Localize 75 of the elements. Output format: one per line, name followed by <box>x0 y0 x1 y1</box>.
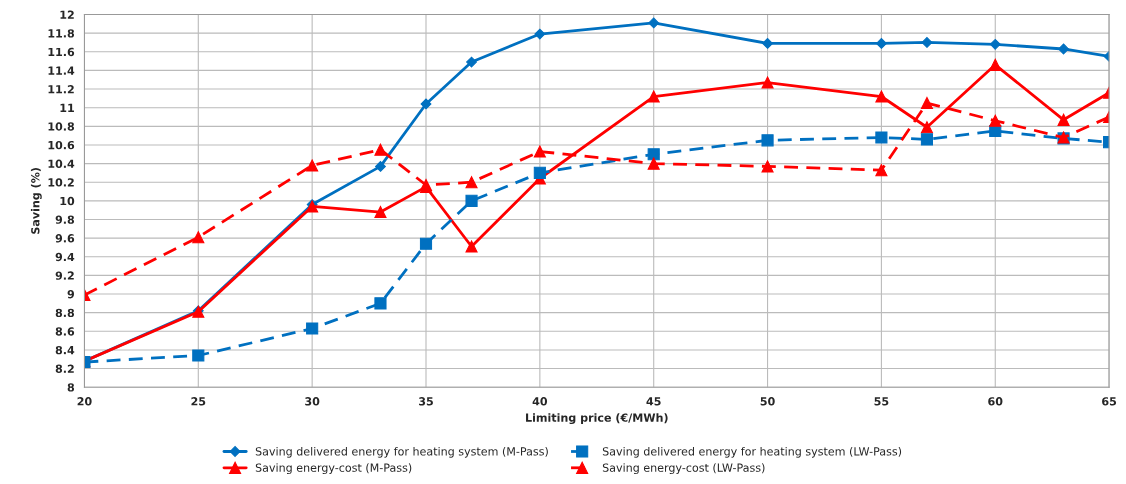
y-tick-label: 11.6 <box>48 47 75 57</box>
point <box>1058 43 1069 55</box>
point <box>875 90 888 103</box>
point <box>466 56 477 68</box>
y-tick-label: 9 <box>67 290 75 299</box>
x-tick-label: 65 <box>1102 397 1117 406</box>
point <box>374 297 387 310</box>
x-tick-label: 45 <box>646 397 661 406</box>
point <box>306 159 319 172</box>
y-tick-label: 10.2 <box>48 178 74 187</box>
point <box>465 194 478 207</box>
legend-label: Saving delivered energy for heating system (M-Pass) <box>255 446 548 458</box>
x-tick-label: 55 <box>874 397 889 406</box>
y-tick-label: 10.6 <box>48 140 75 150</box>
y-tick-label: 8.4 <box>55 345 75 355</box>
point <box>761 76 774 89</box>
point <box>761 160 774 173</box>
point <box>989 114 1002 127</box>
x-tick-label: 50 <box>760 397 775 406</box>
legend-label: Saving energy-cost (M-Pass) <box>255 463 412 474</box>
point <box>920 96 934 110</box>
y-tick-label: 8.6 <box>55 327 75 336</box>
point <box>647 90 660 103</box>
point <box>306 322 319 335</box>
x-tick-label: 30 <box>305 397 320 406</box>
x-tick-label: 35 <box>419 397 433 406</box>
point <box>192 231 205 244</box>
y-tick-label: 11.4 <box>48 66 75 75</box>
point <box>533 145 546 158</box>
point <box>875 131 888 144</box>
y-tick-label: 9.6 <box>55 234 75 243</box>
point <box>419 237 433 250</box>
y-tick-label: 8 <box>67 383 75 392</box>
point <box>375 160 386 172</box>
point <box>534 28 546 40</box>
y-tick-label: 9.8 <box>55 215 75 224</box>
point <box>989 38 1001 50</box>
y-tick-label: 8.2 <box>55 364 74 373</box>
point <box>920 133 934 146</box>
x-axis-title: Limiting price (€/MWh) <box>526 413 668 425</box>
y-tick-label: 11 <box>60 103 74 112</box>
point <box>420 98 432 110</box>
legend-label: Saving delivered energy for heating system (LW-Pass) <box>602 446 902 458</box>
point <box>192 349 205 362</box>
y-tick-label: 9.2 <box>55 271 74 280</box>
legend-label: Saving energy-cost (LW-Pass) <box>602 463 765 474</box>
point <box>465 240 478 253</box>
point <box>1057 113 1070 126</box>
y-tick-label: 11.2 <box>48 85 74 94</box>
point <box>374 205 387 219</box>
point <box>875 164 888 177</box>
x-tick-label: 60 <box>988 397 1003 406</box>
point <box>648 17 660 29</box>
y-tick-label: 9.4 <box>55 252 75 262</box>
y-tick-label: 11.8 <box>48 29 75 38</box>
y-tick-label: 10.8 <box>48 122 75 131</box>
point <box>647 157 660 170</box>
point <box>875 37 887 49</box>
y-tick-label: 10 <box>60 196 75 206</box>
y-tick-label: 8.8 <box>55 308 75 318</box>
x-tick-label: 20 <box>77 397 92 406</box>
point <box>465 176 478 189</box>
point <box>533 166 546 179</box>
point <box>761 134 774 147</box>
point <box>647 148 660 161</box>
x-tick-label: 40 <box>532 397 548 406</box>
point <box>920 121 934 134</box>
y-tick-label: 10.4 <box>48 159 75 168</box>
point <box>921 37 933 48</box>
y-axis-title: Saving (%) <box>30 168 42 234</box>
point <box>374 143 387 156</box>
point <box>989 58 1002 71</box>
x-tick-label: 25 <box>191 397 206 406</box>
y-tick-label: 12 <box>60 10 74 19</box>
point <box>762 37 773 49</box>
